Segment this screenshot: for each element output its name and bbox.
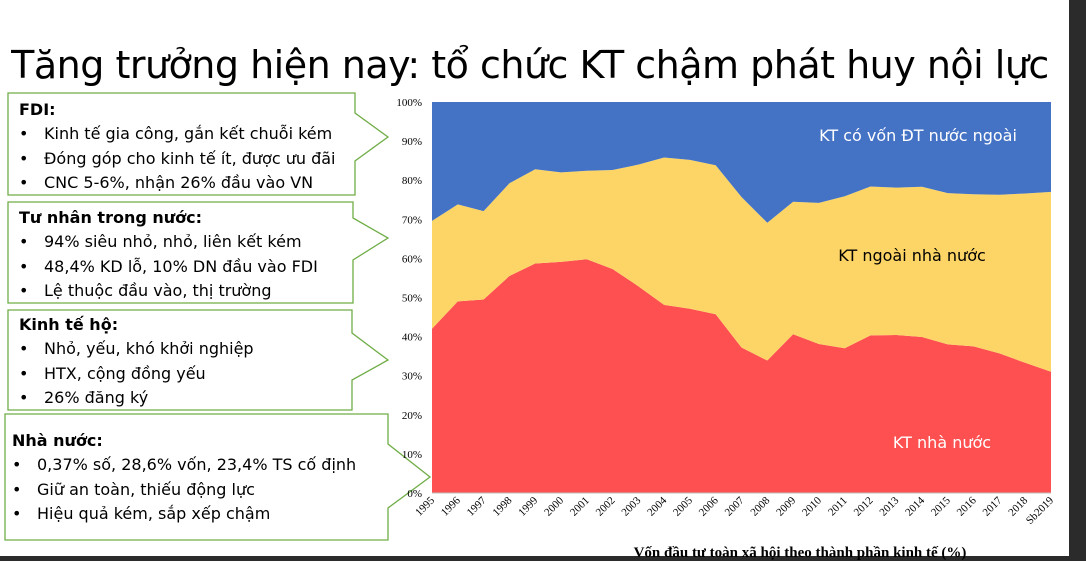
callout-bullet: Giữ an toàn, thiếu động lực: [12, 478, 356, 503]
label-nonstate: KT ngoài nhà nước: [838, 246, 986, 265]
callout-fdi: FDI: Kinh tế gia công, gắn kết chuỗi kém…: [19, 98, 335, 196]
x-tick-label: 2000: [542, 494, 566, 518]
x-tick-label: 2007: [723, 494, 747, 518]
callout-bullet: 26% đăng ký: [19, 386, 254, 411]
x-tick-label: 1999: [516, 494, 540, 518]
x-tick-label: 2015: [929, 494, 953, 518]
y-tick-label: 100%: [396, 97, 422, 109]
x-tick-label: 2014: [903, 494, 927, 518]
y-tick-label: 70%: [402, 214, 422, 226]
x-tick-label: 2006: [697, 494, 721, 518]
window-bottom-edge: [0, 556, 1086, 561]
x-tick-label: 1997: [465, 494, 489, 518]
x-tick-label: 2013: [877, 494, 901, 518]
x-tick-label: 2005: [671, 494, 695, 518]
x-tick-label: 2017: [980, 494, 1004, 518]
callout-bullet: Đóng góp cho kinh tế ít, được ưu đãi: [19, 147, 335, 172]
callout-household: Kinh tế hộ: Nhỏ, yếu, khó khởi nghiệp HT…: [19, 313, 254, 411]
callout-heading: FDI:: [19, 100, 56, 119]
callout-private: Tư nhân trong nước: 94% siêu nhỏ, nhỏ, l…: [19, 206, 318, 304]
callout-bullet: Nhỏ, yếu, khó khởi nghiệp: [19, 337, 254, 362]
y-tick-label: 0%: [407, 488, 422, 500]
y-tick-label: 90%: [402, 136, 422, 148]
callout-bullet: 48,4% KD lỗ, 10% DN đầu vào FDI: [19, 255, 318, 280]
y-tick-label: 10%: [402, 449, 422, 461]
x-tick-label: 2016: [955, 494, 979, 518]
y-tick-label: 40%: [402, 332, 422, 344]
callout-bullet: HTX, cộng đồng yếu: [19, 362, 254, 387]
x-tick-label: 2001: [568, 495, 592, 519]
callout-heading: Nhà nước:: [12, 431, 103, 450]
x-tick-label: 2009: [774, 494, 798, 518]
y-tick-label: 20%: [402, 410, 422, 422]
y-tick-label: 60%: [402, 253, 422, 265]
x-tick-label: 1998: [490, 494, 514, 518]
callout-bullet: Hiệu quả kém, sắp xếp chậm: [12, 502, 356, 527]
y-tick-label: 80%: [402, 175, 422, 187]
x-tick-label: Sb2019: [1024, 494, 1057, 527]
callout-heading: Kinh tế hộ:: [19, 315, 119, 334]
x-tick-label: 2012: [852, 495, 876, 519]
slide-title: Tăng trưởng hiện nay: tổ chức KT chậm ph…: [11, 43, 1049, 88]
investment-area-chart: 0% 10% 20% 30% 40% 50% 60% 70% 80% 90% 100% 1995 19…: [396, 97, 1057, 527]
chart-areas: [432, 102, 1051, 493]
x-axis: 1995 1996 1997 1998 1999 2000 2001 2002 2003 2004…: [413, 492, 1057, 527]
callout-bullet: Kinh tế gia công, gắn kết chuỗi kém: [19, 122, 335, 147]
y-axis: 0% 10% 20% 30% 40% 50% 60% 70% 80% 90% 100%: [396, 97, 422, 500]
area-non-state: [432, 157, 1051, 372]
callout-bullet: CNC 5-6%, nhận 26% đầu vào VN: [19, 171, 335, 196]
y-tick-label: 50%: [402, 293, 422, 305]
callout-state: Nhà nước: 0,37% số, 28,6% vốn, 23,4% TS …: [12, 429, 356, 527]
x-tick-label: 2011: [826, 495, 850, 519]
callout-bullet: 94% siêu nhỏ, nhỏ, liên kết kém: [19, 230, 318, 255]
x-tick-label: 2010: [800, 494, 824, 518]
x-tick-label: 2008: [748, 494, 772, 518]
area-fdi: [432, 102, 1051, 223]
y-tick-label: 30%: [402, 371, 422, 383]
x-tick-label: 2002: [594, 495, 618, 519]
x-tick-label: 2003: [619, 494, 643, 518]
window-right-edge: [1069, 0, 1086, 561]
callout-bullet: 0,37% số, 28,6% vốn, 23,4% TS cố định: [12, 453, 356, 478]
callout-bullet: Lệ thuộc đầu vào, thị trường: [19, 279, 318, 304]
label-state: KT nhà nước: [893, 433, 991, 452]
callout-heading: Tư nhân trong nước:: [19, 208, 203, 227]
label-fdi: KT có vốn ĐT nước ngoài: [819, 126, 1017, 145]
area-state-owned: [432, 259, 1051, 493]
x-tick-label: 1996: [439, 494, 463, 518]
x-tick-label: 2004: [645, 494, 669, 518]
chart-caption: Vốn đầu tư toàn xã hội theo thành phần k…: [633, 545, 967, 561]
